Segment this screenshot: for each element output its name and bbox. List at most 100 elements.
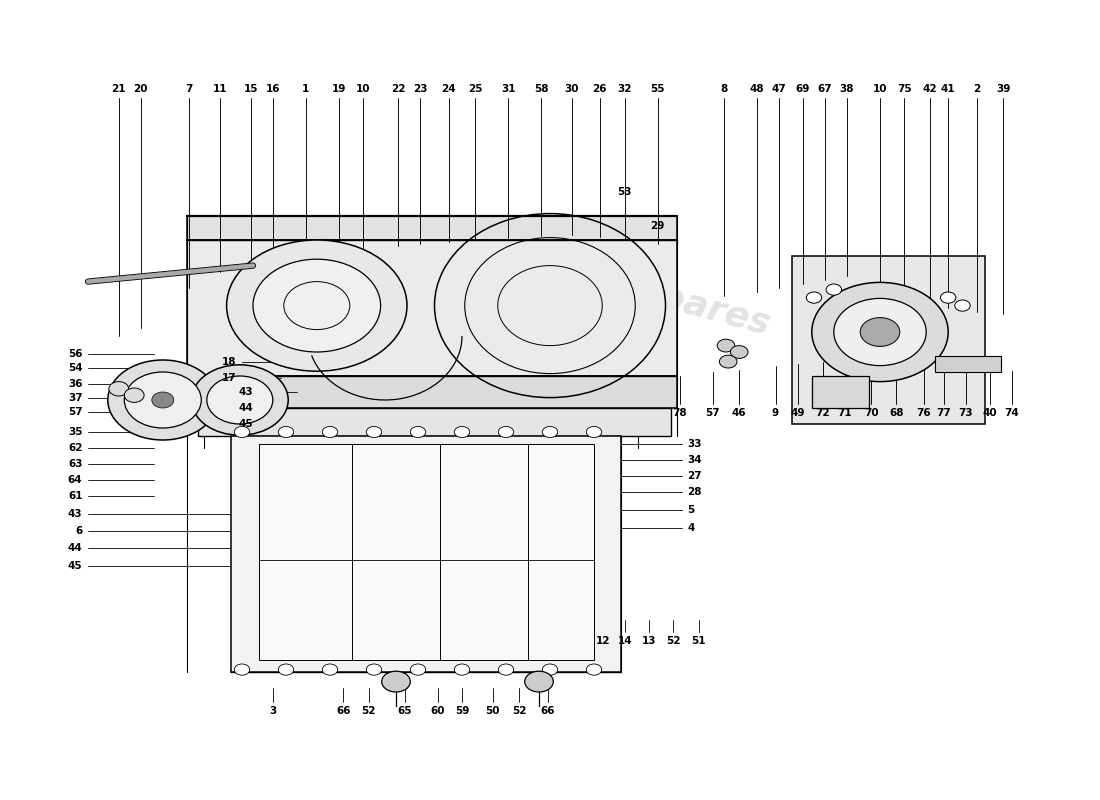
Circle shape bbox=[227, 240, 407, 371]
Text: 66: 66 bbox=[336, 706, 351, 715]
Text: 43: 43 bbox=[68, 509, 82, 518]
Text: 21: 21 bbox=[111, 84, 126, 94]
Text: 51: 51 bbox=[691, 636, 706, 646]
Text: 8: 8 bbox=[720, 84, 727, 94]
Text: 6: 6 bbox=[75, 526, 82, 536]
Polygon shape bbox=[812, 376, 869, 408]
Text: 57: 57 bbox=[68, 407, 82, 417]
Text: 58: 58 bbox=[534, 84, 549, 94]
Text: 33: 33 bbox=[688, 439, 702, 449]
Text: 78: 78 bbox=[672, 408, 688, 418]
Text: 52: 52 bbox=[361, 706, 376, 715]
Text: 59: 59 bbox=[454, 706, 470, 715]
Text: 66: 66 bbox=[540, 706, 556, 715]
Circle shape bbox=[234, 664, 250, 675]
Text: 61: 61 bbox=[68, 491, 82, 501]
Text: 17: 17 bbox=[222, 373, 236, 382]
Text: 70: 70 bbox=[864, 408, 879, 418]
Text: 9: 9 bbox=[772, 408, 779, 418]
Text: 67: 67 bbox=[817, 84, 833, 94]
Text: 68: 68 bbox=[889, 408, 904, 418]
Text: 2: 2 bbox=[974, 84, 980, 94]
Circle shape bbox=[322, 664, 338, 675]
Text: 7: 7 bbox=[186, 84, 192, 94]
Circle shape bbox=[124, 372, 201, 428]
Text: 34: 34 bbox=[688, 455, 702, 465]
Text: 43: 43 bbox=[239, 387, 253, 397]
Circle shape bbox=[109, 382, 129, 396]
Text: 24: 24 bbox=[441, 84, 456, 94]
Text: 64: 64 bbox=[68, 475, 82, 485]
Circle shape bbox=[234, 426, 250, 438]
Text: 77: 77 bbox=[936, 408, 952, 418]
Text: 13: 13 bbox=[641, 636, 657, 646]
Circle shape bbox=[322, 426, 338, 438]
Text: 49: 49 bbox=[790, 408, 805, 418]
Text: 44: 44 bbox=[68, 543, 82, 553]
Text: 19: 19 bbox=[331, 84, 346, 94]
Text: 38: 38 bbox=[839, 84, 855, 94]
Text: 72: 72 bbox=[815, 408, 830, 418]
Text: 48: 48 bbox=[749, 84, 764, 94]
Text: 42: 42 bbox=[922, 84, 937, 94]
Circle shape bbox=[207, 376, 273, 424]
Circle shape bbox=[410, 664, 426, 675]
Text: 27: 27 bbox=[688, 471, 702, 481]
Text: 74: 74 bbox=[1004, 408, 1020, 418]
Text: 3: 3 bbox=[270, 706, 276, 715]
Circle shape bbox=[366, 426, 382, 438]
Text: 50: 50 bbox=[485, 706, 501, 715]
Circle shape bbox=[586, 664, 602, 675]
Circle shape bbox=[812, 282, 948, 382]
Text: 75: 75 bbox=[896, 84, 912, 94]
Text: 37: 37 bbox=[68, 394, 82, 403]
Circle shape bbox=[940, 292, 956, 303]
Text: 56: 56 bbox=[68, 349, 82, 358]
Text: 31: 31 bbox=[500, 84, 516, 94]
Text: 62: 62 bbox=[68, 443, 82, 453]
Circle shape bbox=[454, 426, 470, 438]
Text: 35: 35 bbox=[68, 427, 82, 437]
Circle shape bbox=[278, 426, 294, 438]
Polygon shape bbox=[187, 240, 676, 376]
Text: 57: 57 bbox=[705, 408, 720, 418]
Text: 25: 25 bbox=[468, 84, 483, 94]
Text: 65: 65 bbox=[397, 706, 412, 715]
Circle shape bbox=[955, 300, 970, 311]
Circle shape bbox=[382, 671, 410, 692]
Circle shape bbox=[719, 355, 737, 368]
Text: 53: 53 bbox=[617, 187, 632, 197]
Text: 18: 18 bbox=[222, 357, 236, 366]
Text: 11: 11 bbox=[212, 84, 228, 94]
Text: 29: 29 bbox=[650, 221, 666, 230]
Text: 22: 22 bbox=[390, 84, 406, 94]
Polygon shape bbox=[792, 256, 984, 424]
Text: 39: 39 bbox=[996, 84, 1011, 94]
Circle shape bbox=[826, 284, 842, 295]
Circle shape bbox=[410, 426, 426, 438]
Circle shape bbox=[152, 392, 174, 408]
Text: 76: 76 bbox=[916, 408, 932, 418]
Circle shape bbox=[860, 318, 900, 346]
Circle shape bbox=[730, 346, 748, 358]
Circle shape bbox=[366, 664, 382, 675]
Text: 41: 41 bbox=[940, 84, 956, 94]
Text: 12: 12 bbox=[595, 636, 610, 646]
Text: 63: 63 bbox=[68, 459, 82, 469]
Text: 23: 23 bbox=[412, 84, 428, 94]
Text: 30: 30 bbox=[564, 84, 580, 94]
Circle shape bbox=[124, 388, 144, 402]
Circle shape bbox=[191, 365, 288, 435]
Circle shape bbox=[806, 292, 822, 303]
Circle shape bbox=[586, 426, 602, 438]
Text: 26: 26 bbox=[592, 84, 607, 94]
Text: eurospares: eurospares bbox=[304, 570, 532, 662]
Text: 40: 40 bbox=[982, 408, 998, 418]
Text: eurospares: eurospares bbox=[183, 250, 411, 342]
Circle shape bbox=[498, 426, 514, 438]
Text: 73: 73 bbox=[958, 408, 974, 418]
Text: 1: 1 bbox=[302, 84, 309, 94]
Circle shape bbox=[717, 339, 735, 352]
Text: 20: 20 bbox=[133, 84, 148, 94]
Text: eurospares: eurospares bbox=[546, 250, 774, 342]
